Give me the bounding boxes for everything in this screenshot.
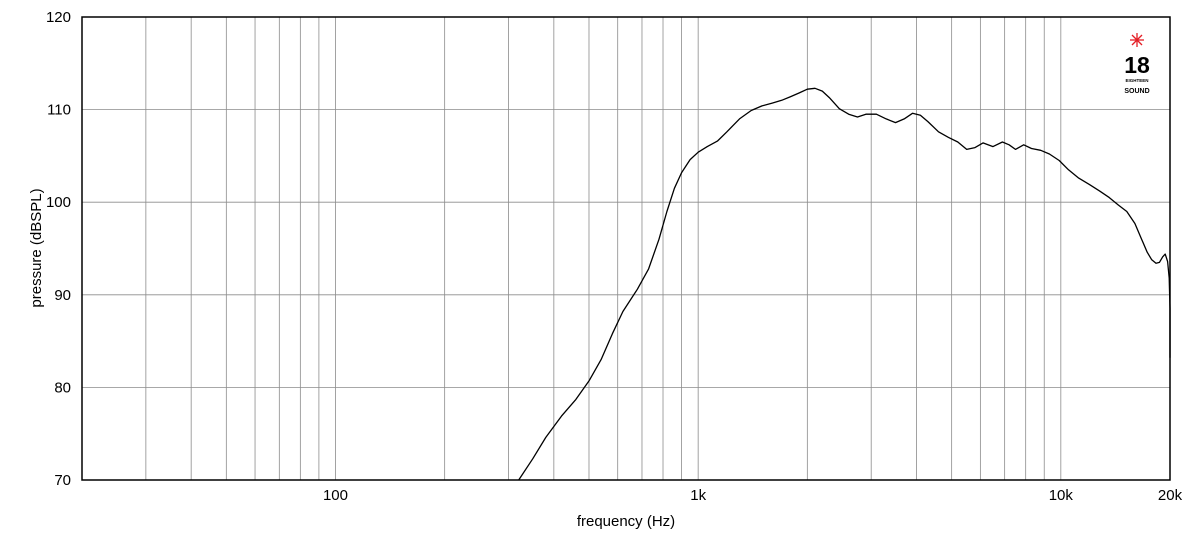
y-tick-labels: 70 80 90 100 110 120: [46, 9, 71, 489]
x-tick-labels: 100 1k 10k 20k: [323, 487, 1183, 504]
x-tick-label: 1k: [690, 487, 706, 504]
y-axis-title: pressure (dBSPL): [28, 188, 45, 307]
logo-line1: EIGHTEEN: [1125, 78, 1148, 83]
x-tick-label: 10k: [1049, 487, 1074, 504]
y-tick-label: 120: [46, 9, 71, 26]
y-tick-label: 80: [54, 379, 71, 396]
brand-logo: 18 EIGHTEEN SOUND: [1124, 33, 1150, 95]
logo-star-icon: [1130, 33, 1144, 47]
x-tick-label: 100: [323, 487, 348, 504]
plot-frame: [81, 16, 1171, 481]
vertical-grid-lines: [145, 17, 1062, 480]
series-group: [518, 87, 1171, 481]
y-tick-label: 70: [54, 472, 71, 489]
x-axis-title: frequency (Hz): [577, 513, 675, 530]
response-curve: [518, 87, 1171, 481]
y-tick-label: 100: [46, 194, 71, 211]
logo-number: 18: [1124, 52, 1150, 78]
y-tick-label: 90: [54, 287, 71, 304]
y-tick-label: 110: [47, 102, 71, 119]
x-tick-label: 20k: [1158, 487, 1183, 504]
logo-line2: SOUND: [1124, 88, 1149, 95]
horizontal-grid-lines: [82, 16, 1170, 481]
